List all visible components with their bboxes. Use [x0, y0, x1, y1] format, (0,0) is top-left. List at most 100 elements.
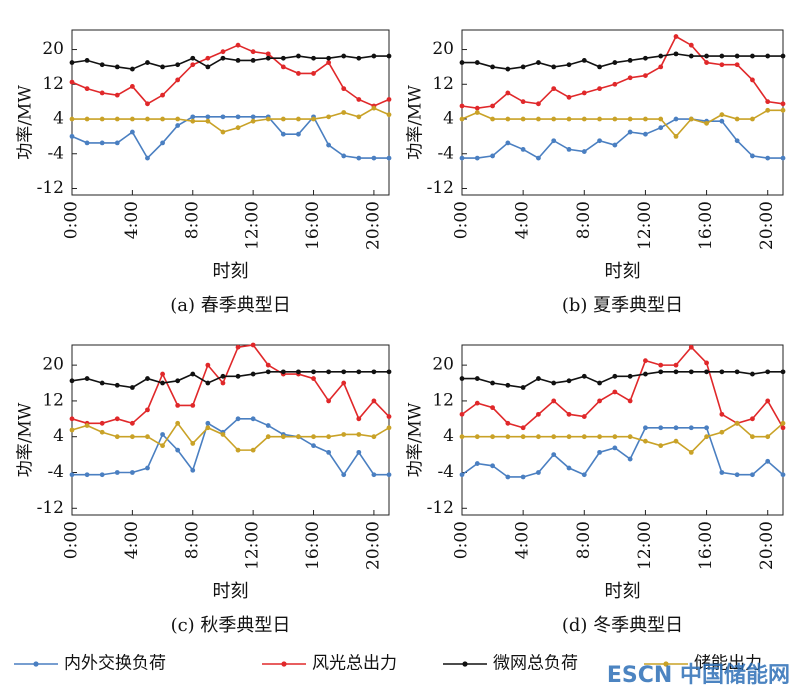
data-point [250, 118, 256, 124]
data-point [658, 116, 664, 122]
data-point [190, 118, 196, 124]
data-point [175, 420, 181, 426]
data-point [114, 470, 120, 475]
y-tick-label: 20 [42, 355, 64, 375]
data-point [114, 140, 120, 146]
data-point [581, 414, 587, 419]
data-point [643, 55, 648, 61]
data-point [356, 97, 362, 102]
data-point [205, 55, 211, 61]
data-point [566, 378, 572, 384]
data-point [371, 155, 377, 161]
data-point [581, 116, 587, 122]
data-point [505, 90, 511, 96]
data-point [780, 472, 786, 478]
y-tick-label: 12 [42, 74, 64, 94]
data-point [235, 42, 241, 48]
data-point [673, 425, 679, 431]
x-tick-label: 16:00 [303, 201, 323, 250]
data-point [597, 64, 602, 70]
data-point [750, 153, 755, 159]
data-point [750, 116, 755, 122]
data-point [474, 105, 480, 111]
data-point [235, 125, 241, 131]
data-point [643, 116, 648, 122]
data-point [175, 62, 181, 68]
series-line [461, 426, 784, 478]
data-point [627, 456, 633, 462]
data-point [235, 373, 241, 379]
data-point [505, 474, 511, 480]
data-point [265, 362, 271, 368]
data-point [160, 443, 165, 449]
series-line [462, 371, 783, 389]
data-point [612, 373, 618, 379]
data-point [129, 420, 135, 426]
plot-frame [71, 344, 390, 516]
data-point [643, 73, 648, 78]
data-point [341, 86, 347, 92]
data-point [205, 114, 211, 120]
data-point [326, 60, 332, 65]
series-line [461, 346, 784, 429]
data-point [581, 373, 587, 379]
data-point [765, 398, 771, 404]
data-point [719, 411, 725, 417]
data-point [280, 131, 286, 137]
data-point [326, 369, 332, 375]
data-point [114, 92, 120, 98]
caption: (a) 春季典型日 [170, 295, 291, 316]
y-tick-label: 20 [42, 39, 64, 59]
data-point [704, 360, 709, 366]
data-point [520, 425, 526, 431]
data-point [551, 452, 557, 458]
data-point [780, 420, 786, 426]
data-point [145, 434, 150, 440]
series-line [71, 115, 389, 160]
legend-marker [281, 661, 287, 667]
data-point [265, 55, 271, 61]
data-point [99, 116, 105, 122]
legend-marker [663, 661, 669, 667]
data-point [627, 398, 633, 404]
data-point [175, 402, 181, 408]
data-point [69, 133, 75, 139]
data-point [386, 112, 392, 118]
y-tick-label: -4 [47, 462, 64, 482]
data-point [356, 369, 362, 375]
data-point [780, 101, 786, 107]
data-point [205, 380, 211, 386]
x-tick-label: 0:00 [62, 521, 82, 559]
series-line [71, 421, 390, 451]
y-tick-label: 4 [443, 426, 454, 446]
y-tick-label: -12 [37, 178, 64, 198]
data-point [99, 472, 105, 478]
data-point [765, 434, 771, 440]
data-point [734, 138, 740, 144]
data-point [280, 116, 286, 122]
data-point [326, 398, 332, 404]
data-point [190, 62, 196, 68]
data-point [658, 125, 664, 131]
data-point [99, 62, 105, 68]
y-tick-label: 12 [432, 74, 454, 94]
data-point [597, 380, 602, 386]
data-point [566, 465, 572, 471]
data-point [280, 64, 286, 70]
data-point [658, 362, 664, 368]
y-axis-label: 功率/MW [406, 402, 426, 477]
data-point [734, 472, 740, 478]
data-point [459, 472, 465, 478]
x-tick-label: 0:00 [62, 201, 82, 239]
data-point [536, 376, 541, 381]
data-point [536, 434, 541, 440]
y-tick-label: -4 [437, 143, 454, 163]
data-point [719, 62, 725, 68]
data-point [265, 116, 271, 122]
data-point [734, 62, 740, 68]
data-point [765, 107, 771, 113]
data-point [311, 71, 316, 76]
data-point [520, 116, 526, 122]
data-point [627, 373, 633, 379]
data-point [311, 116, 316, 122]
